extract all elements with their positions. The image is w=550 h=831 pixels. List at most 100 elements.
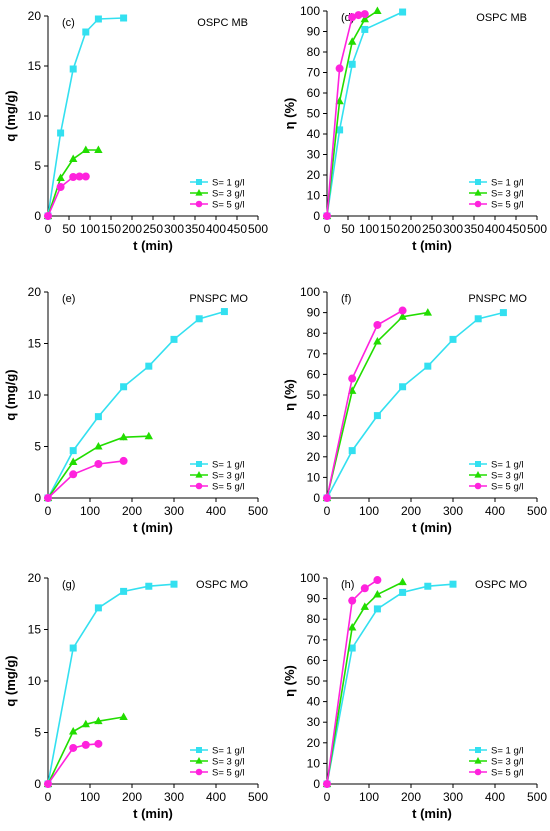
x-tick-label: 150: [380, 222, 400, 236]
data-point: [69, 743, 78, 752]
data-point: [170, 335, 178, 343]
x-tick-label: 400: [206, 790, 226, 804]
data-point: [335, 64, 344, 73]
y-tick-label: 10: [307, 189, 321, 203]
x-tick-label: 500: [248, 504, 268, 518]
chart-panel-c: 0 50 100 150 200 250 300 350 400 450 500 0 5 10 15 20 t …: [3, 9, 268, 253]
panel-tag: OSPC MB: [197, 17, 248, 29]
series-3: [323, 10, 369, 220]
legend: S= 1 g/lS= 3 g/lS= 5 g/l: [190, 178, 244, 211]
data-point: [44, 212, 52, 220]
panel-tag: PNSPC MO: [189, 293, 248, 305]
y-tick-label: 10: [307, 756, 321, 770]
y-axis-label: q (mg/g): [3, 655, 18, 706]
y-axis-label: η (%): [282, 665, 297, 697]
x-tick-label: 200: [401, 790, 421, 804]
legend-marker: [196, 747, 202, 753]
x-tick-label: 300: [443, 222, 463, 236]
x-tick-label: 200: [122, 222, 142, 236]
data-point: [120, 14, 128, 22]
x-tick-label: 300: [443, 790, 463, 804]
x-tick-label: 300: [443, 504, 463, 518]
y-tick-label: 20: [28, 285, 42, 299]
series-2: [322, 577, 407, 787]
panel-tag: OSPC MO: [196, 579, 248, 591]
chart-panel-d: 0 50 100 150 200 250 300 350 400 450 5000102030405…: [282, 4, 547, 253]
legend-label: S= 3 g/l: [212, 757, 244, 768]
legend-marker: [475, 179, 481, 185]
data-point: [120, 587, 128, 595]
y-tick-label: 50: [307, 388, 321, 402]
legend-label: S= 5 g/l: [212, 768, 244, 779]
data-point: [373, 336, 382, 345]
data-point: [94, 739, 103, 748]
data-point: [323, 494, 331, 502]
data-point: [145, 362, 153, 370]
y-tick-label: 5: [34, 159, 41, 173]
legend-label: S= 3 g/l: [491, 471, 523, 482]
legend-marker: [195, 482, 203, 490]
data-point: [81, 172, 90, 181]
data-point: [348, 644, 356, 652]
legend-label: S= 1 g/l: [212, 460, 244, 471]
data-point: [94, 604, 102, 612]
y-tick-label: 40: [307, 695, 321, 709]
y-tick-label: 20: [28, 571, 42, 585]
x-tick-label: 0: [45, 790, 52, 804]
y-tick-label: 100: [300, 285, 320, 299]
y-tick-label: 10: [307, 470, 321, 484]
series-line: [326, 309, 403, 499]
data-point: [373, 6, 382, 14]
legend-marker: [195, 189, 203, 196]
y-tick-label: 90: [307, 306, 321, 320]
data-point: [360, 584, 369, 593]
legend-label: S= 5 g/l: [491, 200, 523, 211]
data-point: [56, 183, 65, 191]
y-tick-label: 70: [307, 633, 321, 647]
series-line: [47, 460, 124, 499]
legend-marker: [474, 768, 482, 776]
data-point: [220, 308, 228, 316]
data-point: [145, 582, 153, 590]
y-tick-label: 50: [307, 674, 321, 688]
y-tick-label: 0: [34, 209, 41, 223]
x-tick-label: 500: [527, 790, 547, 804]
x-tick-label: 100: [80, 222, 100, 236]
series-3: [44, 172, 90, 220]
y-tick-label: 90: [307, 25, 321, 39]
legend-marker: [475, 747, 481, 753]
series-line: [326, 583, 454, 785]
data-point: [69, 726, 78, 735]
data-point: [449, 580, 457, 588]
chart-panel-g: 0 100 200 300 400 500 0 5 10 15 20 t (min) q (mg/g) (…: [3, 571, 268, 821]
y-tick-label: 5: [34, 440, 41, 454]
y-axis-label: η (%): [282, 98, 297, 130]
series-1: [323, 309, 507, 502]
y-tick-label: 20: [307, 736, 321, 750]
y-tick-label: 0: [313, 209, 320, 223]
data-point: [119, 712, 128, 721]
data-point: [94, 716, 103, 725]
legend-label: S= 1 g/l: [212, 746, 244, 757]
data-point: [94, 442, 103, 450]
data-point: [449, 335, 457, 343]
legend: S= 1 g/lS= 3 g/lS= 5 g/l: [469, 746, 523, 779]
y-tick-label: 15: [28, 623, 42, 637]
x-axis-label: t (min): [412, 520, 452, 535]
x-tick-label: 50: [341, 222, 355, 236]
chart-panel-h: 0 100 200 300 400 500 0 10 20 30 40 50 60 70 80 90 100 t …: [282, 571, 547, 821]
x-tick-label: 200: [122, 790, 142, 804]
panel-label: (e): [62, 293, 75, 305]
data-point: [348, 13, 357, 22]
data-point: [69, 644, 77, 652]
x-tick-label: 300: [164, 790, 184, 804]
y-tick-label: 0: [34, 491, 41, 505]
x-tick-label: 500: [248, 222, 268, 236]
series-line: [47, 743, 99, 785]
x-tick-label: 100: [359, 222, 379, 236]
x-tick-label: 450: [506, 222, 526, 236]
panel-tag: OSPC MO: [475, 579, 527, 591]
data-point: [348, 60, 356, 68]
data-point: [94, 145, 103, 153]
series-3: [323, 576, 382, 788]
